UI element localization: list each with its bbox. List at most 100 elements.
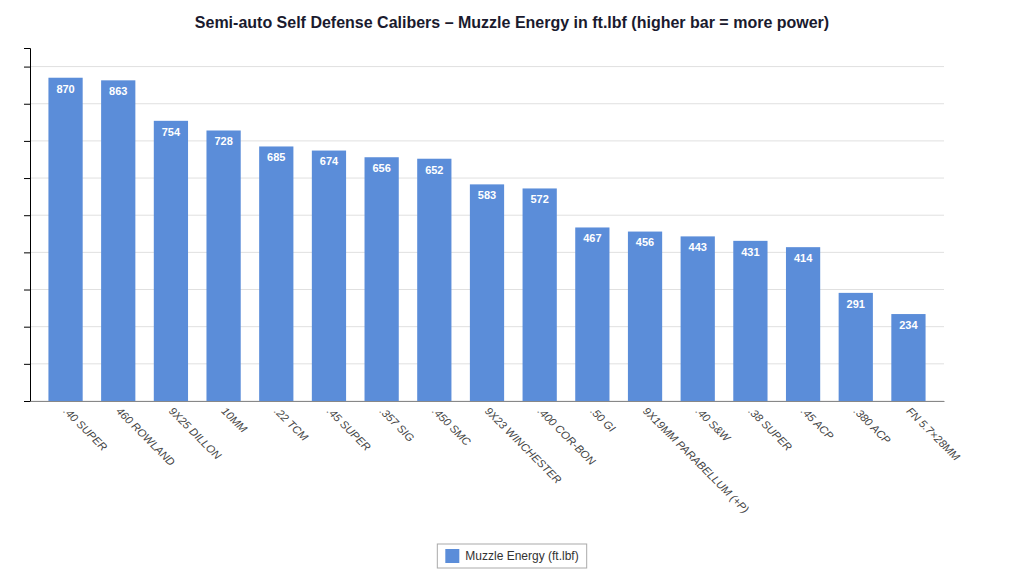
x-tick-label: .357 SIG xyxy=(378,405,417,444)
x-tick: .50 GI xyxy=(588,401,618,434)
data-label: 456 xyxy=(636,236,654,248)
x-tick-label: .400 COR-BON xyxy=(536,405,599,468)
x-tick: 9X19MM PARABELLUM (+P) xyxy=(641,401,752,515)
x-axis-line xyxy=(31,401,945,402)
bar xyxy=(628,232,662,401)
data-label: 234 xyxy=(899,319,918,331)
bar xyxy=(101,80,135,401)
data-labels: 870 863 754 728 685 674 656 652 583 572 467 456 443 4… xyxy=(56,83,918,331)
y-tick xyxy=(24,364,30,365)
y-axis xyxy=(24,49,31,402)
bar xyxy=(154,121,188,401)
data-label: 870 xyxy=(56,83,74,95)
x-tick: 10MM xyxy=(219,401,250,435)
data-label: 431 xyxy=(741,246,759,258)
x-tick-label: 9X25 DILLON xyxy=(167,405,224,462)
legend-item: Muzzle Energy (ft.lbf) xyxy=(445,549,578,563)
data-label: 414 xyxy=(794,252,813,264)
data-label: 863 xyxy=(109,85,127,97)
y-tick-mark xyxy=(24,104,30,105)
x-tick: .22 TCM xyxy=(272,401,311,444)
bar xyxy=(470,184,504,401)
legend-box xyxy=(437,544,586,568)
x-tick: .357 SIG xyxy=(378,401,417,444)
x-tick-label: .450 SMC xyxy=(430,405,473,448)
x-tick-label: .38 SUPER xyxy=(746,405,794,453)
x-tick-label: 10MM xyxy=(219,405,250,436)
grid-line xyxy=(30,66,944,67)
y-tick xyxy=(24,252,30,253)
y-tick xyxy=(24,290,30,291)
y-tick-mark xyxy=(24,364,30,365)
data-label: 656 xyxy=(372,162,390,174)
bar xyxy=(523,188,557,401)
y-tick xyxy=(24,327,30,328)
y-tick-mark xyxy=(24,401,30,402)
legend: Muzzle Energy (ft.lbf) xyxy=(437,544,586,568)
x-tick-label: FN 5.7×28MM xyxy=(904,405,963,464)
y-tick-mark xyxy=(24,215,30,216)
x-axis: .40 SUPER460 ROWLAND9X25 DILLON10MM.22 T… xyxy=(31,401,963,515)
chart-title: Semi-auto Self Defense Calibers – Muzzle… xyxy=(195,14,829,31)
x-tick: .45 SUPER xyxy=(325,401,373,453)
y-tick-mark xyxy=(24,178,30,179)
data-label: 467 xyxy=(583,232,601,244)
bar xyxy=(891,314,925,401)
y-tick-mark xyxy=(24,327,30,328)
data-label: 652 xyxy=(425,164,443,176)
bar xyxy=(681,236,715,401)
x-tick: FN 5.7×28MM xyxy=(904,401,963,463)
legend-label: Muzzle Energy (ft.lbf) xyxy=(465,549,578,563)
y-axis-line xyxy=(24,49,31,402)
x-tick: .40 S&W xyxy=(694,401,734,445)
chart-svg: .40 SUPER460 ROWLAND9X25 DILLON10MM.22 T… xyxy=(0,0,1024,576)
x-tick-label: .22 TCM xyxy=(272,405,311,444)
bar xyxy=(259,146,293,401)
bar xyxy=(48,78,82,401)
grid-line xyxy=(30,103,944,104)
y-tick xyxy=(24,178,30,179)
x-tick: .450 SMC xyxy=(430,401,473,448)
x-tick-label: .40 SUPER xyxy=(61,405,109,453)
x-tick: .380 ACP xyxy=(852,401,894,447)
data-label: 674 xyxy=(320,155,339,167)
bar xyxy=(575,227,609,401)
bar xyxy=(417,159,451,401)
y-tick xyxy=(24,401,30,402)
grid xyxy=(30,67,944,401)
data-label: 728 xyxy=(214,135,232,147)
x-tick-label: .50 GI xyxy=(588,405,618,435)
x-tick-label: .45 ACP xyxy=(799,405,837,443)
y-tick-mark xyxy=(24,141,30,142)
legend-swatch xyxy=(445,549,459,563)
data-label: 291 xyxy=(847,298,865,310)
x-tick: .45 ACP xyxy=(799,401,837,442)
x-tick-label: 9X19MM PARABELLUM (+P) xyxy=(641,405,752,516)
bar xyxy=(733,241,767,401)
y-tick xyxy=(24,215,30,216)
x-tick: 9X25 DILLON xyxy=(167,401,224,462)
x-tick-label: .40 S&W xyxy=(694,405,734,445)
plot-area: .40 SUPER460 ROWLAND9X25 DILLON10MM.22 T… xyxy=(24,49,963,516)
data-label: 685 xyxy=(267,151,285,163)
x-tick-label: .380 ACP xyxy=(852,405,894,447)
y-tick-mark xyxy=(24,252,30,253)
bar xyxy=(312,151,346,401)
x-tick: .38 SUPER xyxy=(746,401,794,453)
y-tick xyxy=(24,104,30,105)
x-tick: .40 SUPER xyxy=(61,401,109,453)
data-label: 572 xyxy=(531,193,549,205)
y-tick xyxy=(24,141,30,142)
x-tick: .400 COR-BON xyxy=(536,401,599,467)
data-label: 754 xyxy=(162,126,181,138)
x-tick-label: .45 SUPER xyxy=(325,405,373,453)
y-tick-mark xyxy=(24,290,30,291)
data-label: 443 xyxy=(689,241,707,253)
y-tick-mark xyxy=(24,67,30,68)
bars xyxy=(48,78,925,401)
bar xyxy=(786,247,820,401)
bar xyxy=(365,157,399,401)
bar xyxy=(839,293,873,401)
bar xyxy=(206,130,240,401)
data-label: 583 xyxy=(478,189,496,201)
